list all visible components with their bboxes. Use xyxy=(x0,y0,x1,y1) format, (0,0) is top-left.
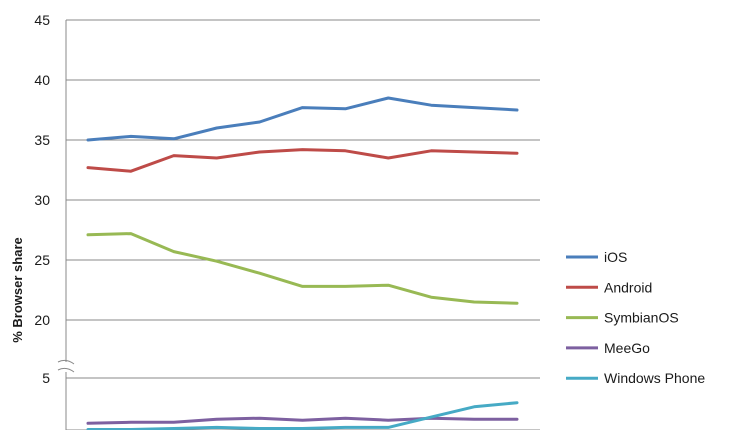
series-line-symbianos xyxy=(86,232,519,305)
y-axis-label: % Browser share xyxy=(10,237,25,343)
y-tick-label: 30 xyxy=(34,192,50,208)
axes xyxy=(57,20,540,430)
axis-break-mark xyxy=(57,367,75,373)
legend: iOS Android SymbianOS MeeGo Windows Phone xyxy=(566,249,705,386)
y-tick-label: 40 xyxy=(34,72,50,88)
series-line-android xyxy=(86,148,519,173)
y-tick-label: 25 xyxy=(34,252,50,268)
series-line-windows-phone xyxy=(86,401,519,430)
legend-label-symbianos: SymbianOS xyxy=(604,310,679,326)
series-lines xyxy=(86,96,519,430)
y-tick-label: 5 xyxy=(42,370,50,386)
legend-label-windows-phone: Windows Phone xyxy=(604,370,705,386)
legend-label-android: Android xyxy=(604,279,652,295)
gridlines xyxy=(66,19,540,379)
y-tick-label: 45 xyxy=(34,12,50,28)
axis-break-mark xyxy=(57,359,75,365)
series-line-ios xyxy=(86,96,519,142)
y-tick-labels: 45 40 35 30 25 20 5 xyxy=(34,12,50,386)
legend-label-meego: MeeGo xyxy=(604,340,650,356)
y-tick-label: 35 xyxy=(34,132,50,148)
series-line-meego xyxy=(86,416,519,425)
y-tick-label: 20 xyxy=(34,312,50,328)
legend-label-ios: iOS xyxy=(604,249,627,265)
